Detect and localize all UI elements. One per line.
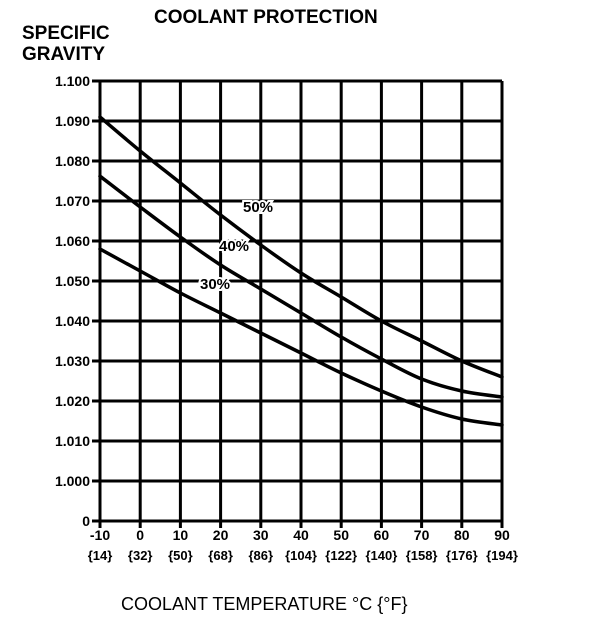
y-tick-label: 1.050 (55, 273, 90, 289)
series-label: 40% (219, 238, 249, 255)
y-tick-labels: 0 1.000 1.010 1.020 1.030 1.040 1.050 1.060 1.07… (55, 73, 90, 529)
series-labels: 50% 40% 30% (198, 197, 275, 295)
x-axis-label: COOLANT TEMPERATURE °C {°F} (121, 594, 407, 614)
y-tick-label: 1.070 (55, 193, 90, 209)
y-tick-label: 0 (82, 513, 90, 529)
series-line-30pct (98, 247, 504, 427)
chart-title: COOLANT PROTECTION (154, 7, 378, 28)
x-tick-label: 40 (293, 527, 309, 543)
y-tick-label: 1.060 (55, 233, 90, 249)
x-tick-label-fahrenheit: {122} (325, 548, 357, 563)
x-tick-label-fahrenheit: {158} (406, 548, 438, 563)
x-tick-label-fahrenheit: {104} (285, 548, 317, 563)
y-axis-label-line-2: GRAVITY (22, 44, 105, 65)
y-tick-label: 1.080 (55, 153, 90, 169)
x-tick-label: 10 (173, 527, 189, 543)
x-tick-label-fahrenheit: {14} (88, 548, 113, 563)
x-tick-label-fahrenheit: {68} (208, 548, 233, 563)
x-tick-label: 80 (454, 527, 470, 543)
series-label: 50% (243, 199, 273, 216)
x-tick-label: 0 (136, 527, 144, 543)
x-tick-label: 30 (253, 527, 269, 543)
series-line-50pct (98, 115, 504, 379)
series-lines (98, 115, 504, 427)
y-tick-label: 1.030 (55, 353, 90, 369)
series-line-40pct (98, 174, 504, 399)
x-tick-label-fahrenheit: {32} (128, 548, 153, 563)
x-tick-label-fahrenheit: {50} (168, 548, 193, 563)
x-tick-labels: -10 {14} 0 {32} 10 {50} 20 {68} 30 {86} 40 {104} 50 {… (88, 527, 518, 563)
x-tick-label: -10 (90, 527, 110, 543)
y-tick-label: 1.040 (55, 313, 90, 329)
y-axis-label-line-1: SPECIFIC (22, 23, 110, 44)
y-tick-label: 1.020 (55, 393, 90, 409)
x-tick-label-fahrenheit: {194} (486, 548, 518, 563)
series-label: 30% (200, 276, 230, 293)
x-tick-label-fahrenheit: {176} (446, 548, 478, 563)
x-tick-label: 70 (414, 527, 430, 543)
x-tick-label: 20 (213, 527, 229, 543)
y-tick-label: 1.000 (55, 473, 90, 489)
x-tick-label: 90 (494, 527, 510, 543)
grid (92, 79, 504, 528)
x-tick-label: 50 (333, 527, 349, 543)
y-tick-label: 1.100 (55, 73, 90, 89)
x-tick-label-fahrenheit: {140} (365, 548, 397, 563)
x-tick-label: 60 (374, 527, 390, 543)
y-tick-label: 1.090 (55, 113, 90, 129)
x-tick-label-fahrenheit: {86} (249, 548, 274, 563)
y-tick-label: 1.010 (55, 433, 90, 449)
